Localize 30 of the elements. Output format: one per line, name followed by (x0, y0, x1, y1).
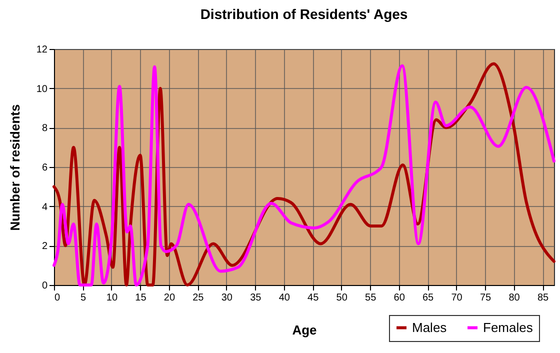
x-tick-label: 5 (80, 292, 86, 304)
x-tick-label: 60 (394, 292, 406, 304)
y-tick-label: 4 (42, 202, 48, 213)
y-tick-label: 2 (42, 241, 48, 252)
legend-label: Females (483, 320, 534, 335)
y-tick-label: 0 (42, 280, 48, 292)
x-tick-label: 10 (106, 292, 118, 304)
x-tick-label: 15 (135, 292, 147, 304)
x-axis-title: Age (292, 322, 317, 338)
chart-title: Distribution of Residents' Ages (200, 6, 408, 22)
y-tick-label: 10 (36, 84, 48, 95)
x-tick-label: 25 (192, 292, 204, 304)
y-tick-label: 6 (42, 162, 48, 174)
x-tick-label: 65 (422, 292, 434, 304)
x-tick-label: 0 (54, 292, 60, 304)
x-tick-label: 30 (221, 292, 233, 304)
x-tick-label: 55 (365, 292, 377, 304)
x-tick-label: 45 (308, 292, 320, 304)
x-tick-label: 75 (480, 292, 492, 304)
x-tick-label: 35 (250, 292, 262, 304)
y-axis-title: Number of residents (7, 104, 22, 231)
x-tick-label: 50 (336, 292, 348, 304)
y-tick-label: 12 (36, 44, 48, 56)
x-tick-label: 40 (278, 292, 290, 304)
x-tick-label: 20 (164, 292, 176, 304)
x-tick-label: 80 (508, 292, 520, 304)
x-tick-label: 70 (451, 292, 463, 304)
x-tick-label: 85 (537, 292, 550, 304)
y-tick-label: 8 (42, 123, 48, 134)
legend-label: Males (412, 320, 448, 335)
